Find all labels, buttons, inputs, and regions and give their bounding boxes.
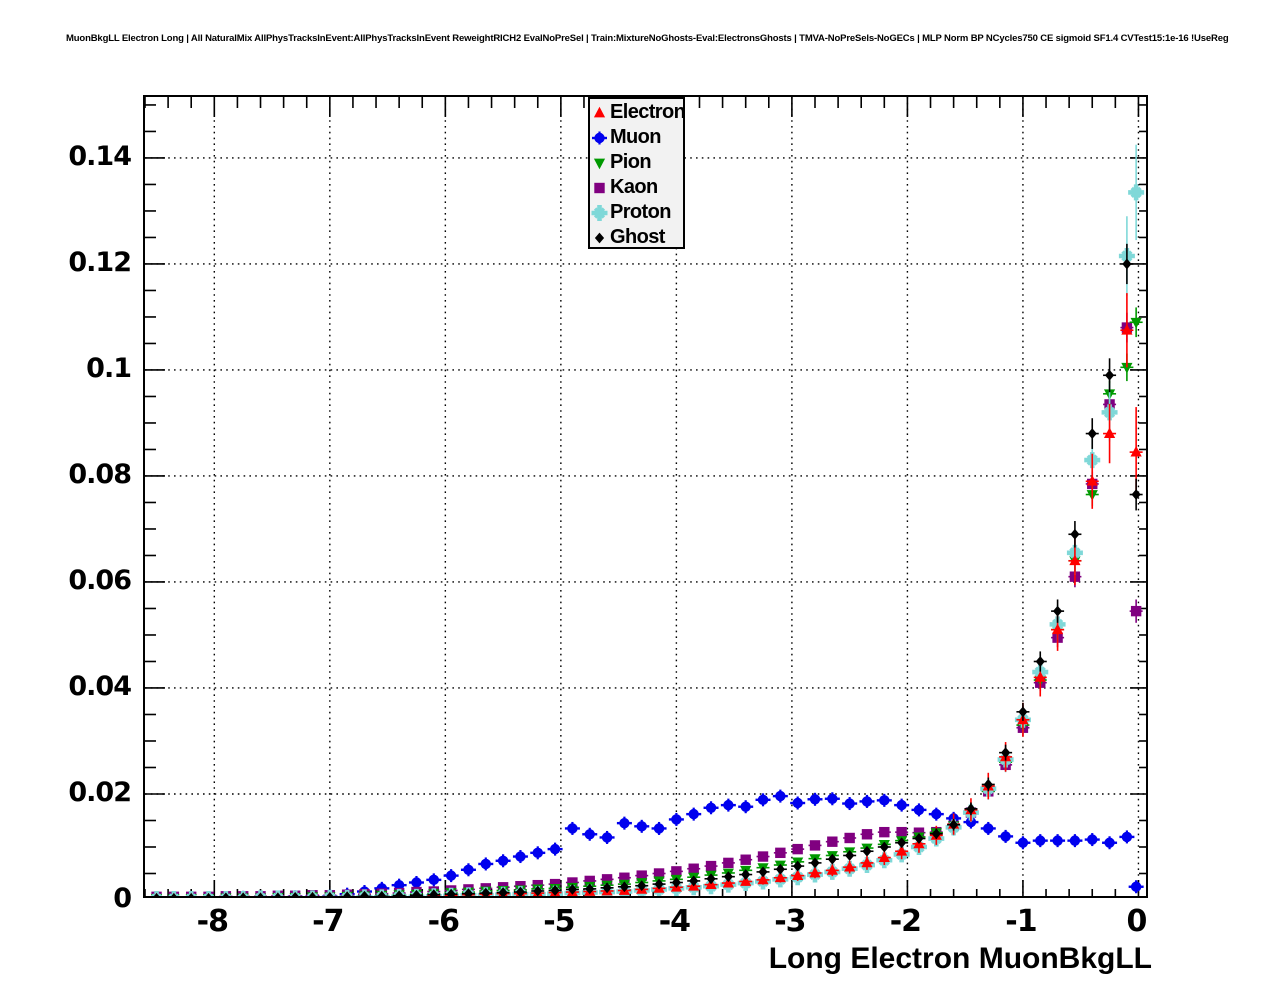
y-tick-label: 0.04 — [68, 670, 132, 702]
square-marker-icon — [592, 178, 607, 196]
legend-item-label: Muon — [610, 125, 662, 148]
legend-item-electron[interactable]: Electron — [590, 99, 686, 124]
legend-item-pion[interactable]: Pion — [590, 149, 683, 174]
legend-item-label: Kaon — [610, 175, 658, 198]
legend-item-muon[interactable]: Muon — [590, 124, 683, 149]
plot-area — [145, 97, 1146, 896]
series-kaon — [151, 312, 1143, 896]
x-tick-label: -3 — [774, 904, 806, 939]
x-tick-label: -6 — [427, 904, 460, 939]
triangle-down-marker-icon — [592, 153, 607, 171]
y-tick-label: 0.12 — [68, 246, 132, 278]
series-electron — [154, 293, 1143, 896]
x-tick-label: -8 — [196, 904, 229, 939]
y-tick-label: 0.14 — [68, 140, 132, 172]
x-tick-label: -1 — [1005, 904, 1037, 939]
legend-item-ghost[interactable]: Ghost — [590, 224, 683, 249]
legend-item-label: Electron — [610, 100, 686, 123]
cross-star-marker-icon — [591, 203, 608, 221]
page-title: MuonBkgLL Electron Long | All NaturalMix… — [66, 33, 1229, 44]
y-tick-label: 0.06 — [68, 564, 132, 596]
x-tick-label: -7 — [312, 904, 344, 939]
y-tick-label: 0.08 — [68, 458, 132, 490]
legend-item-label: Proton — [610, 200, 671, 223]
x-tick-label: -5 — [543, 904, 575, 939]
y-tick-label: 0 — [113, 883, 132, 914]
data-points — [150, 144, 1145, 896]
x-tick-label: 0 — [1126, 904, 1148, 939]
series-ghost — [154, 243, 1143, 896]
diamond-marker-icon — [592, 228, 607, 246]
series-pion — [150, 307, 1143, 896]
y-tick-label: 0.1 — [86, 352, 132, 384]
triangle-up-marker-icon — [592, 103, 607, 121]
legend-item-kaon[interactable]: Kaon — [590, 174, 683, 199]
legend-item-proton[interactable]: Proton — [590, 199, 683, 224]
legend-item-label: Ghost — [610, 225, 665, 248]
y-tick-label: 0.02 — [68, 776, 132, 808]
x-tick-label: -4 — [658, 904, 691, 939]
circle-marker-icon — [592, 128, 607, 146]
grid-lines — [145, 97, 1146, 896]
legend[interactable]: Electron Muon Pion Kaon Proton Ghost — [588, 97, 686, 249]
x-tick-label: -2 — [889, 904, 922, 939]
series-proton — [150, 144, 1145, 896]
x-axis-title: Long Electron MuonBkgLL — [768, 942, 1152, 975]
legend-item-label: Pion — [610, 150, 652, 173]
